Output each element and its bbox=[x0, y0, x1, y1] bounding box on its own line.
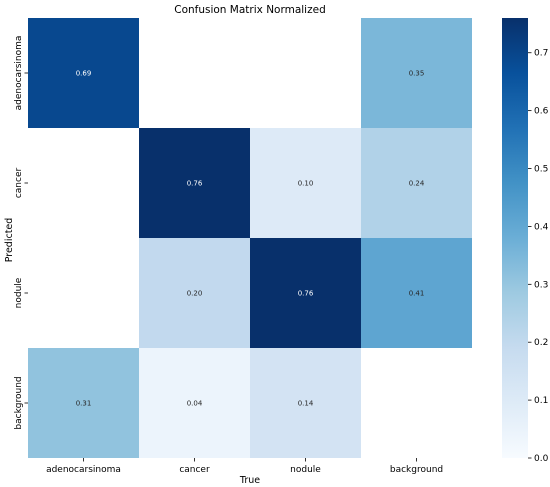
cell-value-label: 0.24 bbox=[409, 180, 425, 188]
heatmap-cell bbox=[28, 18, 139, 128]
y-tick-label: background bbox=[14, 376, 24, 429]
x-tick-label: cancer bbox=[179, 465, 210, 475]
heatmap-cell bbox=[139, 128, 250, 238]
colorbar-tick-label: 0.1 bbox=[534, 396, 548, 406]
heatmap-cell bbox=[361, 18, 472, 128]
colorbar bbox=[502, 18, 528, 458]
heatmap-cell bbox=[361, 238, 472, 348]
colorbar-tick-label: 0.5 bbox=[534, 165, 548, 175]
heatmap-cell bbox=[250, 238, 361, 348]
cell-value-label: 0.76 bbox=[187, 180, 203, 188]
cell-value-label: 0.31 bbox=[76, 400, 92, 408]
colorbar-tick-label: 0.0 bbox=[534, 454, 549, 464]
cell-value-label: 0.04 bbox=[187, 400, 203, 408]
heatmap-cell bbox=[139, 348, 250, 458]
y-tick-labels: adenocarsinoma cancer nodule background bbox=[14, 36, 28, 430]
colorbar-tick-label: 0.6 bbox=[534, 107, 549, 117]
colorbar-tick-label: 0.4 bbox=[534, 222, 549, 232]
colorbar-tick-label: 0.7 bbox=[534, 49, 548, 59]
y-tick-label: nodule bbox=[14, 277, 24, 308]
y-axis-label: Predicted bbox=[4, 218, 15, 263]
heatmap-cell bbox=[139, 238, 250, 348]
chart-title: Confusion Matrix Normalized bbox=[174, 4, 326, 16]
x-axis-label: True bbox=[239, 475, 260, 486]
cell-value-label: 0.10 bbox=[298, 180, 314, 188]
heatmap-cells: 0.69 0.35 0.76 0.10 0.24 0.20 0.76 0.41 0.31 0.04… bbox=[28, 18, 472, 458]
heatmap-cell bbox=[250, 348, 361, 458]
colorbar-tick-label: 0.2 bbox=[534, 338, 548, 348]
heatmap-cell bbox=[250, 128, 361, 238]
x-tick-labels: adenocarsinoma cancer nodule background bbox=[46, 458, 443, 475]
cell-value-label: 0.14 bbox=[298, 400, 314, 408]
cell-value-label: 0.41 bbox=[409, 290, 425, 298]
y-tick-label: cancer bbox=[14, 168, 24, 199]
cell-value-label: 0.35 bbox=[409, 70, 425, 78]
x-tick-label: adenocarsinoma bbox=[46, 465, 121, 475]
x-tick-label: background bbox=[390, 465, 443, 475]
x-tick-label: nodule bbox=[290, 465, 321, 475]
y-tick-label: adenocarsinoma bbox=[14, 36, 24, 111]
heatmap-cell bbox=[28, 348, 139, 458]
heatmap-cell bbox=[361, 128, 472, 238]
cell-value-label: 0.69 bbox=[76, 70, 92, 78]
cell-value-label: 0.76 bbox=[298, 290, 314, 298]
colorbar-tick-label: 0.3 bbox=[534, 280, 548, 290]
cell-value-label: 0.20 bbox=[187, 290, 203, 298]
colorbar-ticks: 0.0 0.1 0.2 0.3 0.4 0.5 0.6 0.7 bbox=[528, 49, 549, 464]
